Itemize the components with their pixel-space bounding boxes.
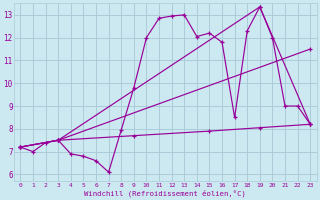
X-axis label: Windchill (Refroidissement éolien,°C): Windchill (Refroidissement éolien,°C) <box>84 189 246 197</box>
